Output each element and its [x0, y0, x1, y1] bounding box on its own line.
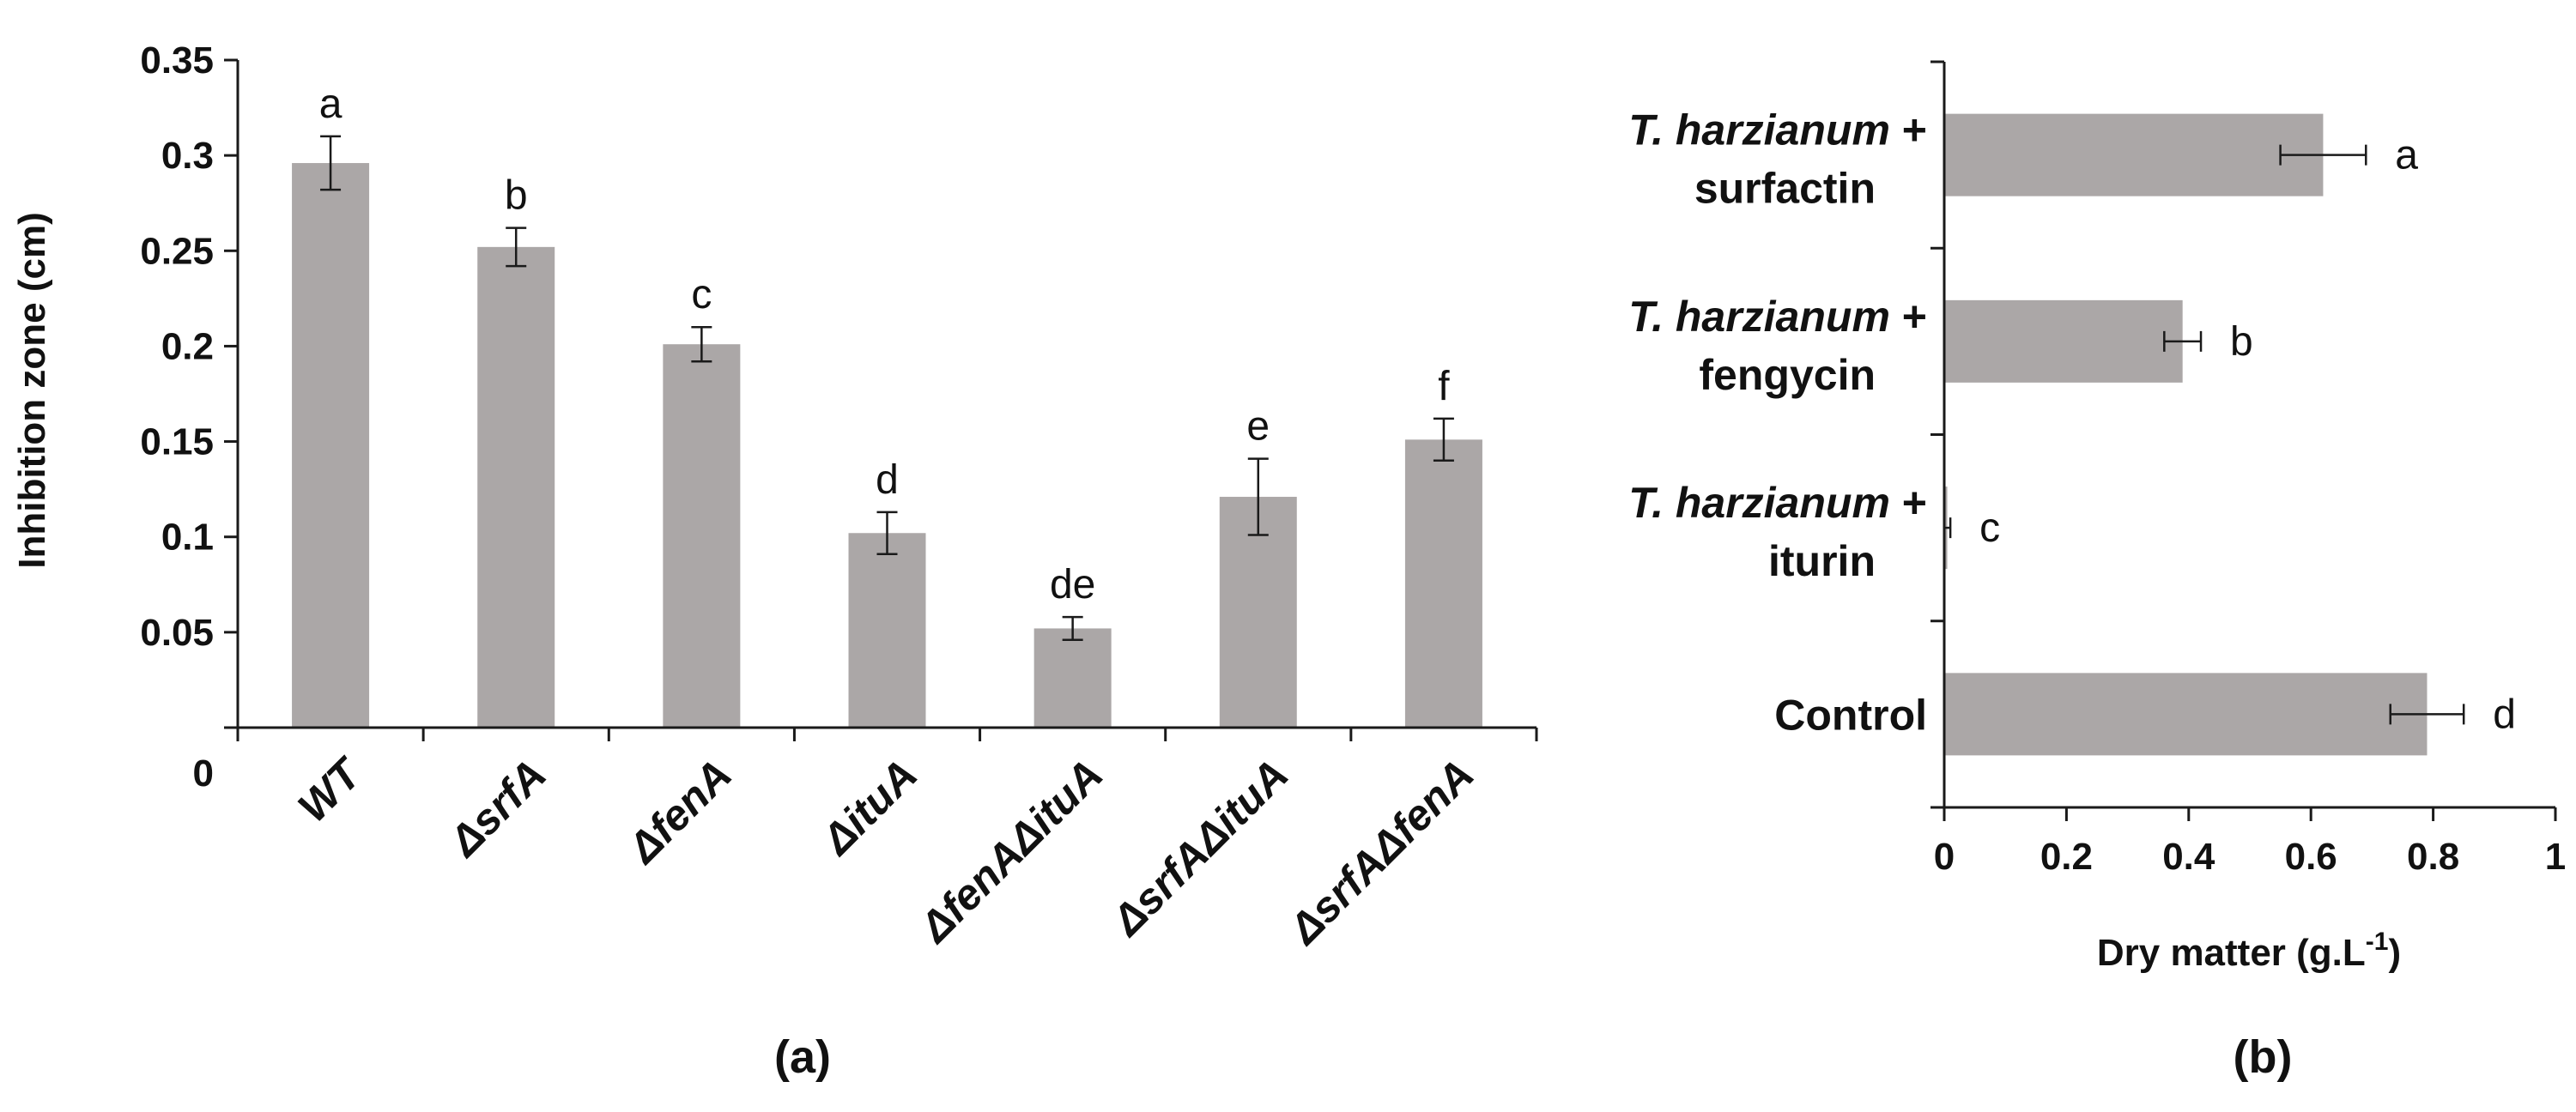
- panel-b-x-tick-label: 0.4: [2162, 836, 2215, 878]
- panel-b-x-tick-label: 0.8: [2407, 836, 2459, 878]
- panel-b-bar: [1944, 299, 2183, 383]
- panel-a-significance-letter: e: [1246, 404, 1270, 450]
- panel-a-error-bar: [1433, 417, 1454, 462]
- panel-a-y-tick-label: 0.3: [161, 135, 214, 177]
- panel-a-y-tick-label: 0.1: [161, 517, 214, 559]
- panel-a-error-bar: [506, 227, 527, 268]
- panel-b-x-axis-title: Dry matter (g.L-1): [2097, 928, 2401, 974]
- panel-a-significance-letter: b: [505, 173, 528, 219]
- panel-a-error-bar: [876, 511, 898, 555]
- panel-a-bar: [848, 533, 926, 728]
- panel-a-y-tick-labels: 0 0.05 0.1 0.15 0.2 0.25 0.3 0.35: [140, 39, 214, 795]
- panel-a-label: (a): [774, 1031, 831, 1083]
- panel-b-category-label: Control: [1774, 691, 1927, 739]
- panel-a-significance-letter: a: [319, 82, 342, 127]
- panel-b-error-bar: [2389, 704, 2465, 725]
- panel-b-significance-letters: a b c d: [1979, 133, 2516, 738]
- panel-a-category-label: ΔfenA: [618, 750, 741, 873]
- panel-b-label: (b): [2234, 1031, 2293, 1083]
- panel-a-significance-letter: f: [1438, 364, 1450, 409]
- panel-b-category-label-line2: iturin: [1768, 537, 1876, 585]
- panel-b-category-label-line1: T. harzianum +: [1628, 106, 1927, 154]
- panel-b-significance-letter: a: [2395, 133, 2418, 178]
- panel-b-category-species: T. harzianum: [1628, 106, 1890, 154]
- panel-a-y-tick-label: 0.15: [140, 421, 214, 463]
- panel-b-category-label-line1: T. harzianum +: [1628, 293, 1927, 341]
- panel-b-axes: [1930, 60, 2557, 821]
- panel-a-y-tick-label: 0.25: [140, 230, 214, 272]
- panel-a-bar: [477, 246, 555, 728]
- panel-b-category-labels: T. harzianum + surfactin T. harzianum + fen…: [1628, 106, 1927, 740]
- panel-a-bar: [1033, 628, 1112, 728]
- panel-a-error-bars: [320, 135, 1454, 641]
- panel-a-category-label: ΔsrfAΔfenA: [1279, 750, 1483, 954]
- panel-b-error-bar: [2279, 144, 2367, 166]
- panel-b-x-axis-title-end: ): [2388, 932, 2401, 974]
- panel-b-category-label-line2: fengycin: [1699, 351, 1876, 399]
- panel-a-error-bar: [320, 135, 342, 191]
- panel-b-x-tick-label: 0: [1934, 836, 1955, 878]
- panel-a-x-tick-labels: WT ΔsrfA ΔfenA ΔituAΔfenAΔituAΔsrfAΔituAΔsr…: [288, 747, 1482, 954]
- panel-b-bar: [1944, 113, 2324, 196]
- panel-b-x-tick-label: 1: [2545, 836, 2566, 878]
- panel-a-significance-letters: a b c d de e f: [319, 82, 1451, 607]
- panel-a-y-tick-label: 0.05: [140, 612, 214, 654]
- panel-a-bar: [292, 163, 370, 728]
- panel-a-bar: [1404, 439, 1482, 728]
- panel-b-category-label-line1: T. harzianum +: [1628, 479, 1927, 527]
- panel-a-category-label: ΔsrfA: [439, 750, 555, 866]
- panel-b-x-tick-labels: 0 0.2 0.4 0.6 0.8 1: [1934, 836, 2566, 878]
- panel-b-x-axis-title-superscript: -1: [2366, 928, 2389, 956]
- panel-b-category-species: T. harzianum: [1628, 479, 1890, 527]
- panel-b-category-plus: +: [1890, 106, 1927, 154]
- panel-b-error-bar: [2163, 330, 2203, 352]
- panel-b-x-axis-title-main: Dry matter (g.L: [2097, 932, 2366, 974]
- panel-a-y-axis-title: Inhibition zone (cm): [11, 212, 53, 569]
- panel-a-category-label: ΔfenAΔituA: [910, 750, 1112, 952]
- panel-b-x-tick-label: 0.6: [2285, 836, 2337, 878]
- panel-a-axes: [224, 58, 1538, 741]
- panel-a-bars: [292, 163, 1482, 728]
- panel-b-bar: [1944, 673, 2428, 756]
- panel-a-category-label: WT: [288, 747, 373, 831]
- panel-a-bar: [663, 344, 741, 728]
- panel-b-significance-letter: c: [1979, 505, 2000, 551]
- panel-b-chart: a b c d 0 0.2 0.4 0.6 0.8 1 T. harzianum + surfac…: [1628, 60, 2566, 1083]
- panel-a-category-label: ΔituA: [812, 750, 926, 864]
- panel-a-significance-letter: d: [876, 457, 899, 503]
- panel-a-y-tick-label: 0.2: [161, 325, 214, 367]
- panel-b-significance-letter: d: [2493, 692, 2516, 737]
- panel-b-category-plus: +: [1890, 479, 1927, 527]
- panel-a-significance-letter: de: [1050, 562, 1095, 607]
- panel-b-significance-letter: b: [2230, 319, 2253, 365]
- panel-b-category-label-line2: surfactin: [1694, 165, 1876, 213]
- panel-a-error-bar: [1247, 457, 1269, 536]
- panel-b-category-plus: +: [1890, 293, 1927, 341]
- panel-a-error-bar: [691, 325, 712, 363]
- panel-a-y-tick-label: 0.35: [140, 39, 214, 82]
- panel-b-x-tick-label: 0.2: [2040, 836, 2093, 878]
- panel-b-error-bars: [1943, 144, 2465, 725]
- panel-b-category-species: T. harzianum: [1628, 293, 1890, 341]
- panel-a-error-bar: [1062, 615, 1083, 641]
- panel-a-y-tick-label: 0: [193, 752, 214, 795]
- panel-a-chart: a b c d de e f 0 0.05 0.1 0.15 0.2 0.25 0.3 0.35 WT Δs…: [11, 39, 1538, 1083]
- panel-b-bars: [1944, 113, 2428, 756]
- panel-a-category-label: ΔsrfAΔituA: [1102, 750, 1298, 946]
- panel-a-significance-letter: c: [691, 272, 712, 317]
